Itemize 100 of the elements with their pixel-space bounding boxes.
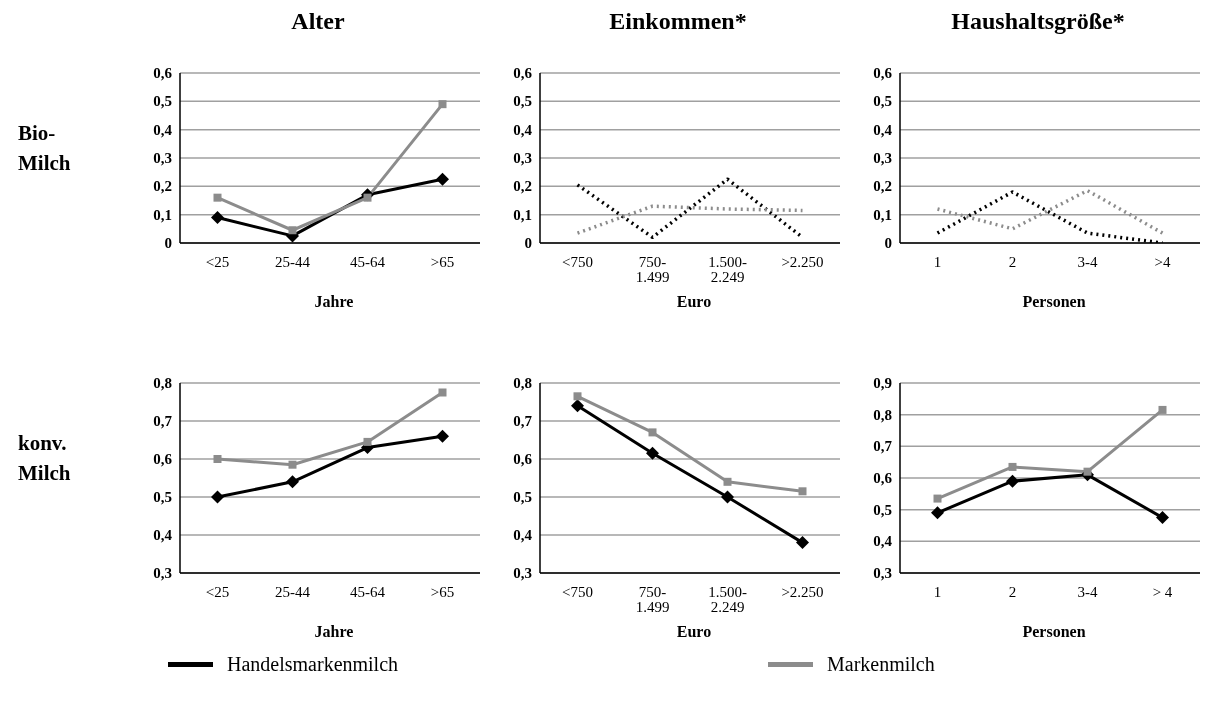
- y-tick-label: 0,5: [873, 501, 892, 518]
- point: [721, 490, 734, 504]
- point: [933, 494, 942, 503]
- point: [436, 429, 449, 443]
- y-tick-label: 0: [524, 235, 532, 251]
- y-tick-label: 0,7: [513, 413, 533, 429]
- point: [798, 487, 807, 496]
- y-tick-label: 0,1: [513, 206, 532, 223]
- y-tick-label: 0,9: [873, 375, 892, 391]
- y-tick-label: 0,6: [153, 451, 173, 467]
- point: [363, 193, 372, 202]
- x-tick-label: >65: [430, 584, 455, 600]
- x-axis-title: Jahre: [313, 293, 355, 311]
- point: [571, 399, 584, 413]
- point: [213, 193, 222, 202]
- point: [1008, 462, 1017, 471]
- x-tick-label: 1: [933, 254, 942, 270]
- x-tick-label: <750: [562, 254, 593, 270]
- x-tick-label: >4: [1154, 254, 1171, 270]
- line-series: [935, 188, 1165, 235]
- y-tick-label: 0,6: [873, 470, 893, 486]
- chart-title: Haushaltsgröße*: [950, 8, 1126, 35]
- point: [931, 506, 944, 520]
- x-tick-label: 3-4: [1077, 584, 1098, 600]
- point: [1158, 405, 1167, 414]
- y-tick-label: 0,3: [873, 150, 892, 166]
- y-tick-label: 0,3: [153, 150, 172, 166]
- y-tick-label: 0,6: [873, 65, 893, 81]
- point: [211, 211, 224, 224]
- x-tick-label: 1.500-2.249: [708, 254, 747, 285]
- point: [288, 460, 297, 469]
- y-tick-label: 0,8: [873, 406, 892, 423]
- y-tick-label: 0,5: [873, 93, 892, 110]
- y-tick-label: 0,1: [873, 206, 892, 223]
- y-axis-title: Bio-Milch: [18, 120, 72, 177]
- y-tick-label: 0: [884, 235, 892, 251]
- y-tick-label: 0,3: [873, 565, 892, 581]
- point: [213, 455, 222, 463]
- x-tick-label: >2.250: [781, 584, 824, 600]
- x-tick-label: 1.500-2.249: [708, 584, 747, 615]
- point: [438, 388, 447, 397]
- x-tick-label: 45-64: [350, 254, 386, 270]
- legend-label: Handelsmarkenmilch: [227, 653, 399, 676]
- y-tick-label: 0,3: [513, 565, 532, 581]
- x-axis-title: Personen: [1021, 293, 1087, 311]
- y-tick-label: 0,7: [873, 438, 893, 455]
- chart-title: Alter: [290, 8, 346, 35]
- x-tick-label: 2: [1008, 254, 1017, 270]
- y-axis-title: konv. Milch: [18, 430, 72, 487]
- point: [646, 446, 659, 460]
- point: [1006, 474, 1019, 488]
- x-tick-label: > 4: [1152, 584, 1173, 600]
- x-axis-title: Euro: [675, 293, 713, 311]
- y-tick-label: 0,3: [153, 565, 172, 581]
- y-tick-label: 0,6: [513, 65, 533, 81]
- y-tick-label: 0,5: [513, 489, 532, 505]
- point: [573, 392, 582, 401]
- x-tick-label: >2.250: [781, 254, 824, 270]
- point: [286, 475, 299, 489]
- x-tick-label: 25-44: [275, 584, 311, 600]
- y-tick-label: 0,1: [153, 206, 172, 223]
- x-tick-label: 750-1.499: [635, 254, 670, 285]
- y-tick-label: 0,7: [153, 413, 173, 429]
- point: [723, 477, 732, 486]
- point: [436, 172, 449, 186]
- chart-title: Einkommen*: [608, 8, 748, 35]
- y-tick-label: 0,4: [873, 121, 893, 138]
- point: [363, 437, 372, 446]
- y-tick-label: 0,2: [873, 178, 892, 195]
- y-tick-label: 0,5: [153, 489, 172, 505]
- point: [1083, 467, 1092, 476]
- point: [1156, 511, 1169, 525]
- x-tick-label: <25: [205, 254, 230, 270]
- x-tick-label: >65: [430, 254, 455, 270]
- y-tick-label: 0,8: [513, 375, 532, 391]
- y-tick-label: 0,4: [153, 527, 173, 543]
- point: [211, 490, 224, 504]
- y-tick-label: 0,6: [513, 451, 533, 467]
- y-tick-label: 0,2: [513, 178, 532, 195]
- x-tick-label: 750-1.499: [635, 584, 670, 615]
- point: [796, 536, 809, 550]
- point: [648, 428, 657, 437]
- y-tick-label: 0,8: [153, 375, 172, 391]
- x-axis-title: Jahre: [313, 623, 355, 641]
- point: [288, 226, 297, 235]
- line-series: [575, 204, 805, 235]
- y-tick-label: 0,4: [153, 121, 173, 138]
- y-tick-label: 0,3: [513, 150, 532, 166]
- x-axis-title: Personen: [1021, 623, 1087, 641]
- point: [438, 100, 447, 109]
- x-tick-label: <750: [562, 584, 593, 600]
- x-tick-label: 1: [933, 584, 942, 600]
- legend-label: Markenmilch: [827, 653, 935, 676]
- y-tick-label: 0: [164, 235, 172, 251]
- y-tick-label: 0,4: [513, 527, 533, 543]
- y-tick-label: 0,2: [153, 178, 172, 195]
- x-tick-label: 45-64: [350, 584, 386, 600]
- y-tick-label: 0,4: [873, 533, 893, 550]
- y-tick-label: 0,4: [513, 121, 533, 138]
- x-tick-label: 2: [1008, 584, 1017, 600]
